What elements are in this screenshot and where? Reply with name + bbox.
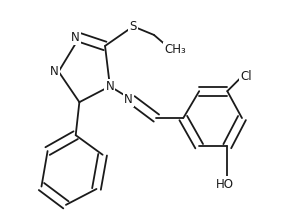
Text: Cl: Cl [241, 70, 252, 83]
Text: HO: HO [216, 178, 234, 191]
Text: N: N [124, 93, 133, 106]
Text: N: N [106, 80, 114, 93]
Text: CH₃: CH₃ [165, 43, 186, 56]
Text: N: N [71, 31, 80, 44]
Text: N: N [50, 65, 58, 78]
Text: S: S [130, 20, 137, 33]
